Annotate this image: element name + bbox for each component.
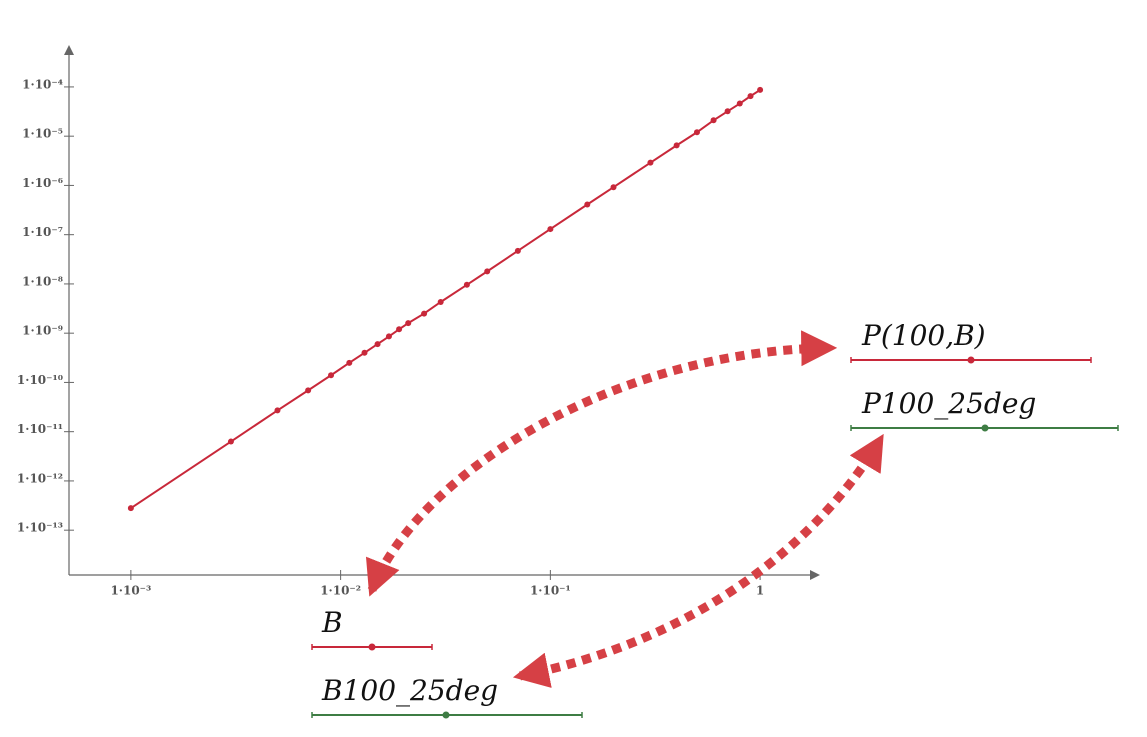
y-tick-label: 1·10⁻¹² <box>17 471 63 485</box>
slider-label: B100_25deg <box>321 674 498 707</box>
y-tick-label: 1·10⁻⁶ <box>22 176 63 190</box>
point <box>584 201 591 208</box>
slider-label: B <box>321 606 343 639</box>
point <box>647 159 654 166</box>
slider-knob[interactable] <box>442 711 450 719</box>
x-tick-label: 1·10⁻³ <box>110 584 151 598</box>
slider[interactable]: P(100,B) <box>850 319 1092 364</box>
dashed-arrow <box>512 433 884 688</box>
slider-label: P100_25deg <box>861 387 1036 420</box>
point <box>724 108 731 115</box>
point <box>227 438 234 445</box>
slider[interactable]: P100_25deg <box>850 387 1119 432</box>
y-tick-label: 1·10⁻⁴ <box>22 77 63 91</box>
point <box>757 86 764 93</box>
x-tick-label: 1 <box>756 584 764 598</box>
point <box>328 372 335 379</box>
dashed-arrow <box>366 330 838 597</box>
slider-knob[interactable] <box>967 356 975 364</box>
y-tick-label: 1·10⁻⁸ <box>22 274 63 288</box>
point <box>305 387 312 394</box>
slider[interactable]: B100_25deg <box>311 674 583 719</box>
point <box>361 349 368 356</box>
slider-label: P(100,B) <box>861 319 986 352</box>
point <box>421 310 428 317</box>
point <box>127 505 134 512</box>
point <box>547 226 554 233</box>
point <box>463 281 470 288</box>
point <box>437 298 444 305</box>
y-tick-label: 1·10⁻¹³ <box>17 521 63 535</box>
point <box>673 142 680 149</box>
point <box>484 268 491 275</box>
line <box>130 89 761 509</box>
x-axis-arrow <box>810 570 820 580</box>
y-tick-label: 1·10⁻⁹ <box>22 324 63 338</box>
point <box>747 93 754 100</box>
x-tick-label: 1·10⁻² <box>320 584 361 598</box>
y-axis-arrow <box>64 45 74 55</box>
y-tick-label: 1·10⁻¹⁰ <box>17 373 63 387</box>
y-tick-label: 1·10⁻⁵ <box>22 127 63 141</box>
point <box>610 184 617 191</box>
point <box>405 320 412 327</box>
point <box>346 359 353 366</box>
arrows <box>366 330 884 688</box>
point <box>710 117 717 124</box>
point <box>514 247 521 254</box>
y-tick-label: 1·10⁻⁷ <box>22 225 63 239</box>
x-tick-label: 1·10⁻¹ <box>530 584 571 598</box>
point <box>396 326 403 333</box>
slider-knob[interactable] <box>368 643 376 651</box>
point <box>274 407 281 414</box>
point <box>693 129 700 136</box>
point <box>736 100 743 107</box>
point <box>385 333 392 340</box>
y-tick-label: 1·10⁻¹¹ <box>17 422 63 436</box>
slider[interactable]: B <box>311 606 433 651</box>
point <box>374 341 381 348</box>
slider-knob[interactable] <box>981 424 989 432</box>
